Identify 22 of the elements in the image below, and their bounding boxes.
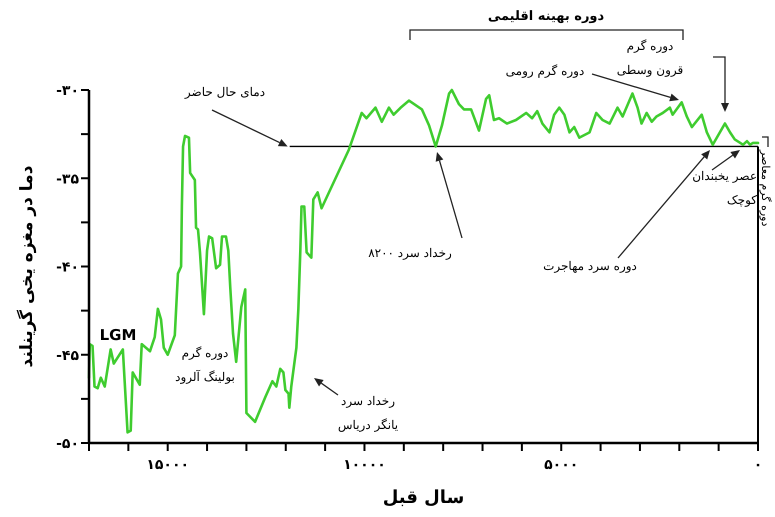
annotation: عصر یخبندان کوچک (692, 169, 758, 207)
text: دوره گرم رومی (506, 64, 584, 78)
y-tick-label: -۳۰ (56, 83, 79, 99)
x-axis-title: سال قبل (382, 487, 464, 508)
text: دوره بهینه اقلیمی (488, 9, 605, 24)
ref-line-label: دمای حال حاضر (184, 85, 266, 99)
x-tick-label: ۱۵۰۰۰ (146, 457, 190, 473)
text: دوره گرم معاصر (759, 149, 772, 226)
y-tick-label: -۳۵ (56, 171, 80, 188)
y-tick-label: -۵۰ (56, 436, 79, 452)
x-tick-label: ۰ (754, 457, 762, 473)
x-tick-label: ۵۰۰۰ (544, 457, 578, 473)
text: دوره گرم قرون وسطی (616, 39, 684, 77)
x-tick-label: ۱۰۰۰۰ (343, 457, 386, 473)
annotation: رخداد سرد ۸۲۰۰ (368, 246, 452, 260)
annotation: دوره سرد مهاجرت (543, 259, 637, 273)
annotation: رخداد سرد یانگر دریاس (338, 394, 398, 432)
y-tick-label: -۴۰ (56, 260, 79, 276)
annotation: دوره گرم بولینگ آلرود (175, 346, 235, 384)
y-tick-label: -۴۵ (56, 348, 80, 364)
annotation: LGM (100, 326, 136, 344)
y-axis-title: دما در مغزه یخی گرینلند (16, 165, 37, 368)
